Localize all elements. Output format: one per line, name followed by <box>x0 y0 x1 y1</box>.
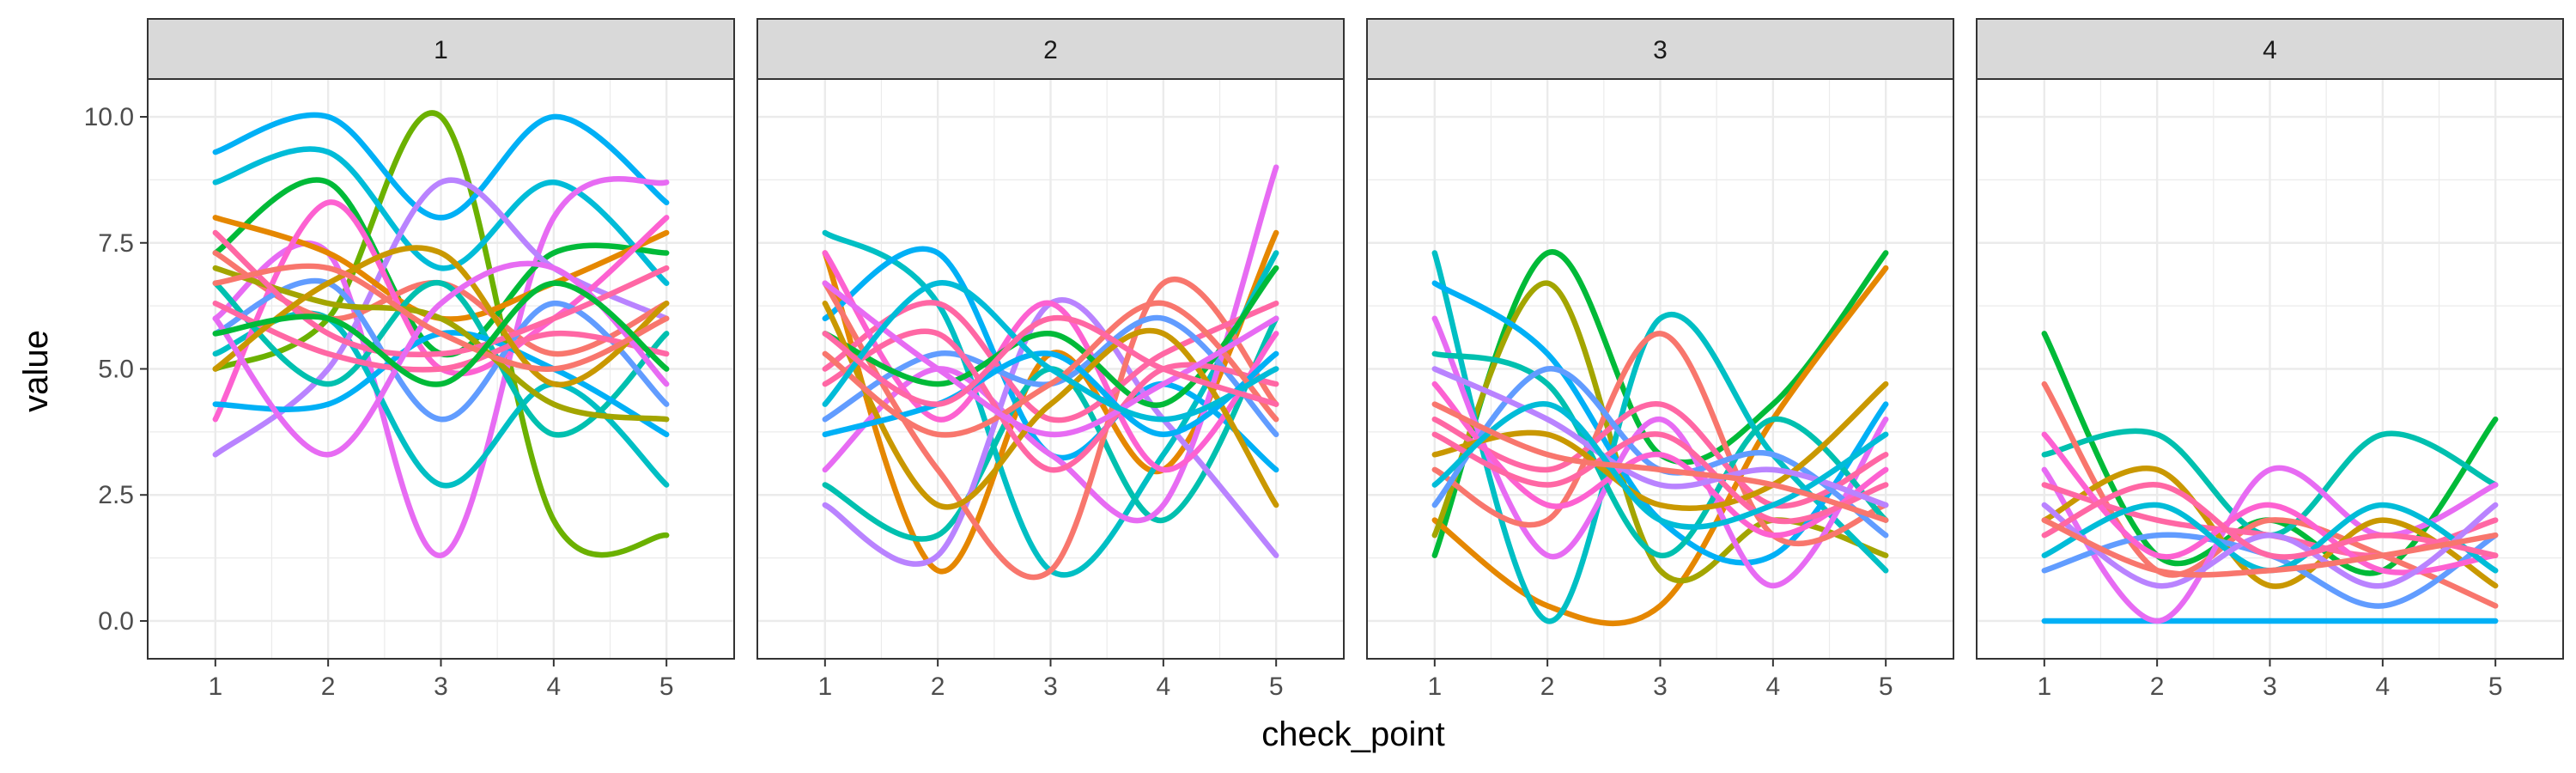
y-tick-label: 10.0 <box>84 103 134 131</box>
facet-strip <box>1976 18 2564 80</box>
series-line <box>1431 401 1889 523</box>
series-group <box>822 164 1279 581</box>
series-group <box>212 110 670 558</box>
facet-strip <box>756 18 1345 80</box>
series-line <box>822 350 1279 438</box>
series-line <box>822 300 1279 438</box>
series-line <box>212 265 670 423</box>
series-line <box>2041 482 2499 560</box>
x-tick-label: 1 <box>817 673 832 701</box>
x-tick-label: 1 <box>208 673 222 701</box>
facet-panel-3: 3 1 2 3 4 5 <box>1366 18 1954 701</box>
series-line <box>2041 465 2499 589</box>
x-tick-label: 4 <box>1157 673 1171 701</box>
series-line <box>822 314 1279 407</box>
series-line <box>822 250 1279 473</box>
x-tick-label: 3 <box>1653 673 1668 701</box>
series-line <box>212 112 670 221</box>
series-line <box>212 280 670 438</box>
series-line <box>212 245 670 388</box>
x-tick-label: 2 <box>931 673 945 701</box>
x-tick-label: 3 <box>434 673 448 701</box>
x-tick-label: 5 <box>659 673 674 701</box>
facet-strip-label: 1 <box>434 36 448 64</box>
facet-strip-label: 4 <box>2263 36 2277 64</box>
series-line <box>1431 401 1889 530</box>
x-tick-label: 1 <box>1427 673 1442 701</box>
series-line <box>2041 502 2499 589</box>
facet-panels: 1 1 2 3 4 5 0.0 2.5 5.0 7.5 10.0 2 1 2 3 4 5 3 1 2 3 4 5 4 1 2 3 4 5 <box>84 18 2564 701</box>
series-line <box>822 280 1279 438</box>
y-axis-title: value <box>17 330 55 412</box>
facet-panel-4: 4 1 2 3 4 5 <box>1976 18 2564 701</box>
y-tick-label: 7.5 <box>98 229 134 258</box>
series-line <box>1431 350 1889 558</box>
facet-strip-label: 2 <box>1043 36 1058 64</box>
x-tick-label: 2 <box>1540 673 1555 701</box>
x-tick-label: 2 <box>321 673 336 701</box>
series-line <box>1431 265 1889 627</box>
series-line <box>1431 250 1889 624</box>
facet-strip <box>147 18 735 80</box>
x-tick-label: 4 <box>2376 673 2391 701</box>
x-tick-label: 4 <box>1766 673 1781 701</box>
series-line <box>1431 366 1889 539</box>
series-line <box>212 177 670 458</box>
series-line <box>212 278 670 423</box>
series-line <box>212 260 670 458</box>
facet-panel-2: 2 1 2 3 4 5 <box>756 18 1345 701</box>
series-line <box>1431 401 1889 509</box>
series-group <box>1431 249 1889 627</box>
series-line <box>212 300 670 373</box>
series-group <box>2041 331 2499 624</box>
x-tick-label: 2 <box>2150 673 2165 701</box>
y-tick-label: 2.5 <box>98 481 134 509</box>
y-tick-label: 0.0 <box>98 607 134 636</box>
series-line <box>2041 517 2499 578</box>
x-tick-label: 5 <box>1879 673 1893 701</box>
series-line <box>212 263 670 372</box>
x-tick-label: 5 <box>1269 673 1284 701</box>
series-line <box>822 280 1279 423</box>
x-axis-title: check_point <box>1261 715 1444 753</box>
series-line <box>822 328 1279 473</box>
series-line <box>1431 331 1889 547</box>
series-line <box>212 146 670 286</box>
x-tick-label: 3 <box>2263 673 2277 701</box>
x-tick-label: 5 <box>2488 673 2503 701</box>
x-tick-label: 4 <box>547 673 562 701</box>
facet-strip <box>1366 18 1954 80</box>
series-line <box>1431 366 1889 508</box>
facet-strip-label: 3 <box>1653 36 1668 64</box>
y-tick-label: 5.0 <box>98 356 134 384</box>
series-line <box>822 265 1279 409</box>
facet-panel-1: 1 1 2 3 4 5 0.0 2.5 5.0 7.5 10.0 <box>84 18 735 701</box>
series-line <box>1431 315 1889 589</box>
series-line <box>1431 380 1889 512</box>
series-line <box>1431 431 1889 525</box>
x-tick-label: 3 <box>1043 673 1058 701</box>
series-line <box>212 280 670 387</box>
series-line <box>212 177 670 358</box>
series-line <box>822 300 1279 510</box>
x-tick-label: 1 <box>2037 673 2051 701</box>
series-line <box>2041 465 2499 624</box>
series-line <box>2041 380 2499 609</box>
